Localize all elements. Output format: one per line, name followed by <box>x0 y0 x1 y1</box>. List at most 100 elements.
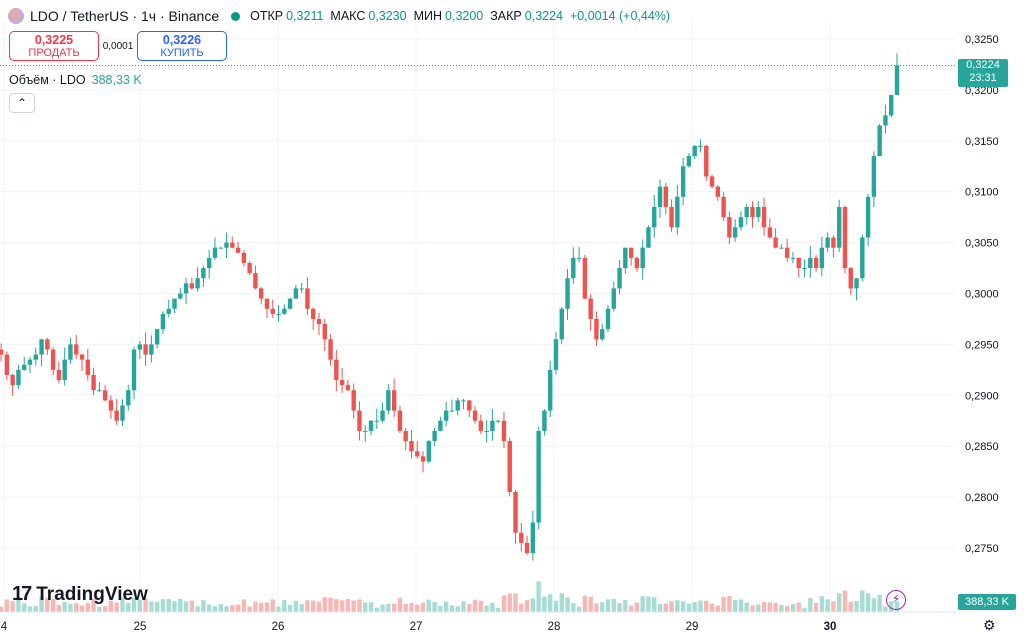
candle-body <box>640 247 645 269</box>
volume-bar <box>519 604 524 612</box>
candle-body <box>154 329 160 345</box>
price-tick-label: 0,3200 <box>965 85 999 97</box>
lightning-icon[interactable]: ⚡︎ <box>886 590 906 610</box>
candle-body <box>600 329 605 340</box>
volume-label[interactable]: Объём · LDO <box>9 73 86 87</box>
candle-body <box>842 206 848 269</box>
volume-bar <box>253 601 258 612</box>
volume-bar <box>45 597 50 612</box>
candle-body <box>230 242 235 248</box>
candle-body <box>813 257 819 269</box>
candle-body <box>860 237 865 279</box>
candle-body <box>686 156 692 167</box>
volume-bar <box>259 602 264 612</box>
volume-bar <box>461 601 466 612</box>
candle-body <box>131 349 137 391</box>
chart-grid <box>0 20 955 612</box>
candle-body <box>449 410 455 412</box>
candle-body <box>744 206 749 218</box>
volume-bar <box>698 600 703 612</box>
volume-bar <box>536 581 541 612</box>
volume-bar <box>195 606 200 612</box>
volume-bar <box>397 598 403 612</box>
candle-body <box>91 374 96 391</box>
candle-body <box>97 390 102 392</box>
candle-body <box>513 492 518 533</box>
candle-body <box>293 288 299 299</box>
candle-body <box>166 308 171 314</box>
volume-bar <box>559 593 564 612</box>
volume-bar <box>4 599 10 612</box>
volume-bar <box>10 601 15 612</box>
buy-price: 0,3226 <box>162 33 202 47</box>
volume-bar <box>548 594 553 612</box>
volume-bar <box>831 601 836 612</box>
buy-label: КУПИТЬ <box>160 47 204 59</box>
candle-body <box>611 288 616 309</box>
chevron-up-icon[interactable]: ⌃ <box>9 93 35 113</box>
sell-button[interactable]: 0,3225 ПРОДАТЬ <box>9 31 99 61</box>
candle-body <box>565 278 570 309</box>
price-axis: 0,3250 0,3200 0,3150 0,3100 0,3050 0,3000 0,29… <box>965 34 999 555</box>
volume-bar <box>582 595 588 612</box>
volume-bar <box>715 605 721 612</box>
candle-body <box>0 349 4 355</box>
volume-bar <box>623 599 628 612</box>
buy-button[interactable]: 0,3226 КУПИТЬ <box>137 31 227 61</box>
price-tick-label: 0,3150 <box>965 136 999 148</box>
volume-bar <box>409 602 414 612</box>
candle-body <box>854 278 859 289</box>
candle-body <box>45 339 50 350</box>
candle-body <box>380 410 385 421</box>
candle-body <box>692 145 697 157</box>
time-tick-label: 4 <box>1 621 8 633</box>
volume-bar <box>126 602 131 612</box>
candle-body <box>85 359 90 375</box>
volume-bar <box>449 605 455 612</box>
candle-body <box>160 313 166 330</box>
gear-icon[interactable]: ⚙︎ <box>983 617 996 633</box>
volume-bar <box>415 604 420 612</box>
candle-body <box>328 339 333 360</box>
candle-body <box>571 257 576 279</box>
candle-body <box>680 166 686 197</box>
volume-bar <box>727 595 732 612</box>
candle-body <box>467 400 472 411</box>
volume-bar <box>808 598 813 612</box>
volume-bar <box>426 599 432 612</box>
bar-countdown: 23:31 <box>969 72 997 84</box>
volume-bar <box>865 593 871 612</box>
volume-bar <box>842 590 848 612</box>
volume-bar <box>420 602 426 612</box>
candle-body <box>16 369 21 386</box>
volume-bar <box>230 605 235 612</box>
candle-body <box>750 206 755 218</box>
volume-bar <box>813 603 819 612</box>
volume-bar <box>628 605 634 612</box>
candle-body <box>33 354 38 360</box>
volume-bar <box>178 598 183 612</box>
candle-body <box>484 430 489 432</box>
volume-bar <box>571 603 576 612</box>
market-status-icon <box>231 11 241 21</box>
candle-body <box>588 298 593 319</box>
candle-body <box>403 430 408 442</box>
volume-bar <box>467 603 472 612</box>
symbol-title[interactable]: LDO / TetherUS · 1ч · Binance <box>30 8 220 24</box>
volume-bar <box>854 600 859 612</box>
candle-body <box>657 186 663 207</box>
tradingview-logo[interactable]: 17 TradingView <box>12 583 148 606</box>
volume-bar <box>189 600 195 612</box>
candle-body <box>368 420 374 431</box>
candle-body <box>773 237 778 248</box>
candle-body <box>432 430 437 442</box>
time-tick-label: 27 <box>410 621 423 633</box>
volume-bar <box>692 602 697 612</box>
volume-bar <box>114 602 119 612</box>
volume-bar <box>276 606 281 612</box>
volume-bar <box>322 597 327 612</box>
candle-body <box>675 196 680 228</box>
volume-bar <box>704 600 709 612</box>
volume-bar <box>663 603 668 612</box>
